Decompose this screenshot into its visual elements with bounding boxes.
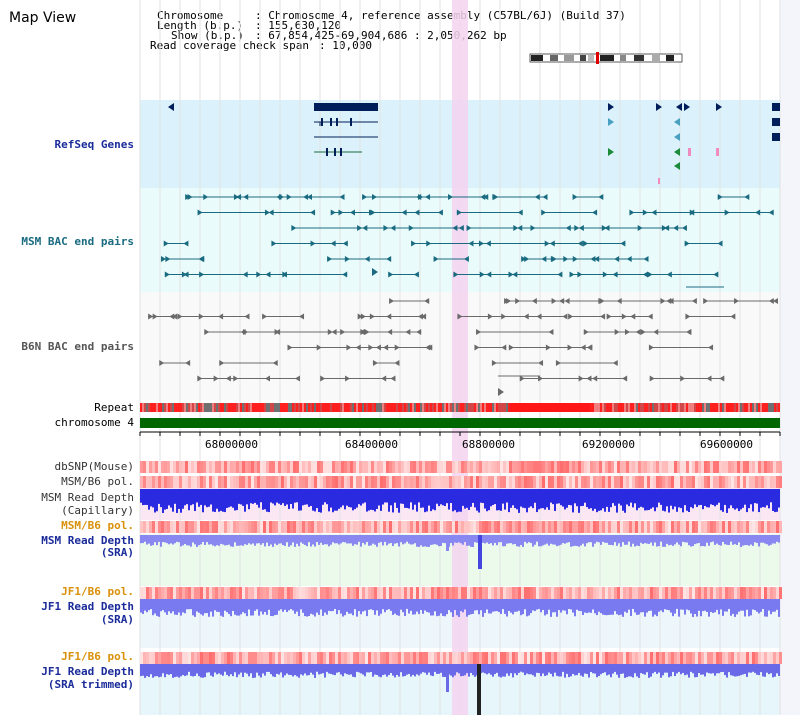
track-label-msm-pol-2[interactable]: MSM/B6 pol.	[61, 519, 134, 532]
jf1-depth-trimmed-track[interactable]	[140, 664, 780, 715]
track-label-msm-depth-cap-2: (Capillary)	[61, 504, 134, 517]
track-label-dbsnp[interactable]: dbSNP(Mouse)	[54, 460, 134, 473]
refseq-genes[interactable]	[168, 103, 780, 184]
chromosome-key: Chromosome	[157, 9, 224, 22]
track-label-jf1-pol-2[interactable]: JF1/B6 pol.	[61, 650, 134, 663]
track-label-msm-depth-sra-2: (SRA)	[100, 546, 134, 559]
axis-tick-label: 68000000	[205, 438, 258, 451]
track-label-msm-depth-cap-1[interactable]: MSM Read Depth	[41, 491, 134, 504]
msm-depth-sra-track[interactable]	[140, 535, 780, 569]
axis-tick-label: 69600000	[700, 438, 753, 451]
track-label-repeat[interactable]: Repeat	[94, 401, 134, 414]
axis-tick-label: 69200000	[582, 438, 635, 451]
track-label-jf1-depth-trim-2: (SRA trimmed)	[47, 678, 134, 691]
track-label-jf1-depth-sra-1[interactable]: JF1 Read Depth	[41, 600, 134, 613]
track-label-chromosome[interactable]: chromosome 4	[54, 416, 134, 429]
track-label-msm-bac[interactable]: MSM BAC end pairs	[21, 235, 134, 248]
jf1-pol-track-2[interactable]	[140, 652, 782, 664]
track-label-jf1-depth-trim-1[interactable]: JF1 Read Depth	[41, 665, 134, 678]
track-label-jf1-pol-1[interactable]: JF1/B6 pol.	[61, 585, 134, 598]
right-margin	[780, 0, 800, 715]
axis-tick-label: 68400000	[345, 438, 398, 451]
length-value: : 155,630,120	[255, 19, 342, 32]
dbsnp-track[interactable]	[140, 461, 782, 473]
length-key: Length (b.p.)	[157, 19, 244, 32]
track-label-msm-pol-1[interactable]: MSM/B6 pol.	[61, 475, 134, 488]
chromosome-bar[interactable]	[140, 418, 780, 428]
b6n-bac-end-pairs[interactable]	[148, 298, 778, 396]
show-key: Show (b.p.)	[171, 29, 244, 42]
jf1-pol-track-1[interactable]	[140, 587, 782, 599]
page-title: Map View	[9, 10, 77, 26]
repeat-track[interactable]	[140, 403, 780, 412]
track-label-jf1-depth-sra-2: (SRA)	[100, 613, 134, 626]
ideogram-position-marker	[596, 52, 599, 64]
jf1-depth-sra-track[interactable]	[140, 599, 780, 617]
track-label-msm-depth-sra-1[interactable]: MSM Read Depth	[41, 534, 134, 547]
track-label-b6n-bac[interactable]: B6N BAC end pairs	[21, 340, 134, 353]
msm-bac-end-pairs[interactable]	[160, 194, 774, 288]
msm-depth-capillary-track[interactable]	[140, 489, 780, 513]
chromosome-ideogram[interactable]	[529, 52, 683, 64]
msm-pol-track-2[interactable]	[140, 521, 782, 533]
read-span-value: : 10,000	[319, 39, 372, 52]
axis-tick-label: 68800000	[462, 438, 515, 451]
track-label-refseq[interactable]: RefSeq Genes	[54, 138, 134, 151]
msm-pol-track-1[interactable]	[140, 476, 782, 488]
read-span-key: Read coverage check span	[150, 39, 309, 52]
position-axis: 68000000 68400000 68800000 69200000 69600000	[139, 431, 781, 451]
